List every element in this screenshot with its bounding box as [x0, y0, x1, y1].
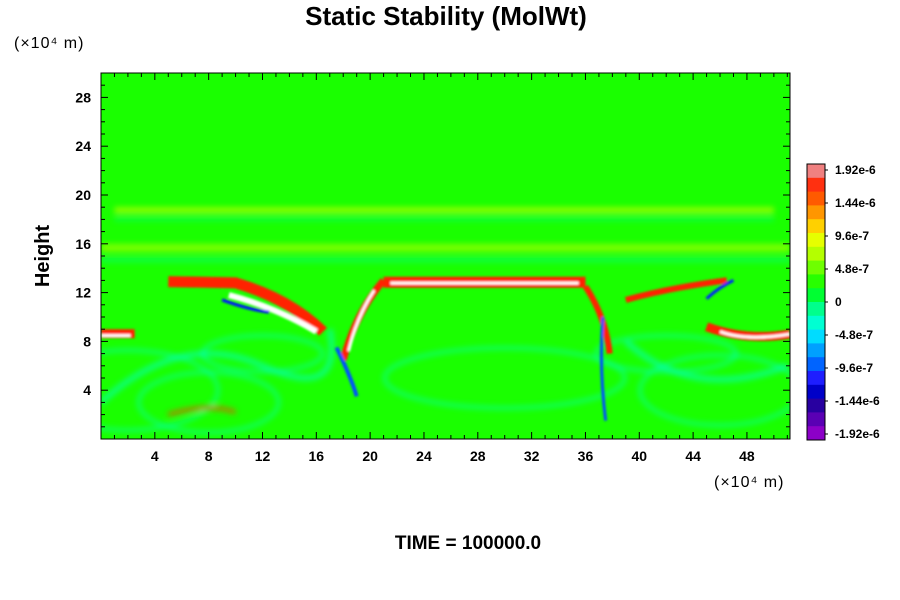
low-red-streak [167, 405, 237, 417]
inv-left-upper [168, 276, 327, 336]
sharp-field-layer [101, 276, 790, 421]
field-features [101, 207, 790, 435]
field-background [101, 73, 790, 439]
y-tick-label: 28 [75, 89, 91, 105]
band-mid [101, 243, 790, 252]
swirl-4 [594, 333, 739, 374]
colorbar-swatch [807, 329, 825, 344]
colorbar-swatch [807, 205, 825, 220]
swirl-2 [638, 353, 790, 428]
chart-title: Static Stability (MolWt) [305, 1, 587, 31]
inv-left-low [101, 329, 135, 339]
colorbar-label: 0 [835, 295, 842, 309]
x-tick-label: 8 [205, 448, 213, 464]
colorbar-swatch [807, 164, 825, 179]
neg-right-upper [705, 279, 735, 300]
y-tick-label: 20 [75, 187, 91, 203]
y-tick-label: 16 [75, 236, 91, 252]
inv-right-low-core [719, 330, 790, 339]
y-axis-unit: (×10⁴ m) [14, 35, 84, 52]
x-axis-unit: (×10⁴ m) [714, 474, 784, 491]
colorbar-swatch [807, 357, 825, 372]
colorbar-swatch [807, 288, 825, 303]
colorbar-label: -1.92e-6 [835, 427, 880, 441]
x-tick-label: 12 [255, 448, 271, 464]
column-left-core [347, 289, 376, 352]
column-left-neg [334, 346, 359, 397]
x-tick-label: 20 [362, 448, 378, 464]
colorbar-swatch [807, 233, 825, 248]
time-label: TIME = 100000.0 [395, 533, 541, 554]
x-tick-label: 32 [524, 448, 540, 464]
colorbar-label: 1.92e-6 [835, 163, 876, 177]
swirl-path-left [101, 328, 335, 405]
colorbar-swatch [807, 384, 825, 400]
y-axis-label: Height [32, 225, 54, 288]
colorbar-swatch [807, 246, 825, 262]
colorbar-swatch [807, 412, 825, 427]
colorbar-swatch [807, 260, 825, 275]
inv-center-core [390, 281, 579, 285]
colorbar-swatch [807, 315, 825, 331]
colorbar-swatch [807, 343, 825, 358]
x-tick-label: 44 [685, 448, 701, 464]
colorbar-swatch [807, 426, 825, 441]
column-right-neg [599, 316, 608, 421]
colorbar-label: -9.6e-7 [835, 361, 873, 375]
inv-right-upper [625, 277, 728, 303]
colorbar-swatch [807, 191, 825, 206]
colorbar-swatch [807, 177, 825, 193]
y-tick-label: 4 [83, 382, 91, 398]
band-mid-lower [101, 257, 790, 263]
x-tick-label: 4 [151, 448, 159, 464]
colorbar-swatch [807, 371, 825, 386]
swirl-path-right [623, 339, 789, 383]
band-tropopause [114, 207, 774, 214]
y-tick-label: 24 [75, 138, 91, 154]
y-tick-label: 12 [75, 285, 91, 301]
colorbar-label: 1.44e-6 [835, 196, 876, 210]
inv-left-low-core [101, 334, 131, 338]
colorbar-swatch [807, 398, 825, 413]
y-tick-label: 8 [83, 333, 91, 349]
band-tropopause-lower [114, 216, 774, 221]
soft-field-layer [101, 207, 790, 435]
x-tick-label: 40 [631, 448, 647, 464]
x-tick-label: 36 [578, 448, 594, 464]
colorbar: 1.92e-6 1.44e-6 9.6e-7 4.8e-7 0 -4.8e-7 -9.6e-… [806, 163, 880, 441]
x-tick-label: 16 [309, 448, 325, 464]
x-tick-label: 24 [416, 448, 432, 464]
colorbar-swatch [807, 302, 825, 317]
colorbar-swatch [807, 274, 825, 289]
neg-left-upper [221, 298, 270, 314]
colorbar-label: -1.44e-6 [835, 394, 880, 408]
swirl-5 [382, 346, 627, 410]
colorbar-label: -4.8e-7 [835, 328, 873, 342]
inv-left-upper-core [228, 292, 318, 335]
x-tick-label: 48 [739, 448, 755, 464]
colorbar-label: 4.8e-7 [835, 262, 869, 276]
swirl-0 [101, 348, 220, 433]
x-tick-label: 28 [470, 448, 486, 464]
colorbar-label: 9.6e-7 [835, 229, 869, 243]
plot-area [101, 73, 790, 439]
colorbar-swatch [807, 219, 825, 234]
